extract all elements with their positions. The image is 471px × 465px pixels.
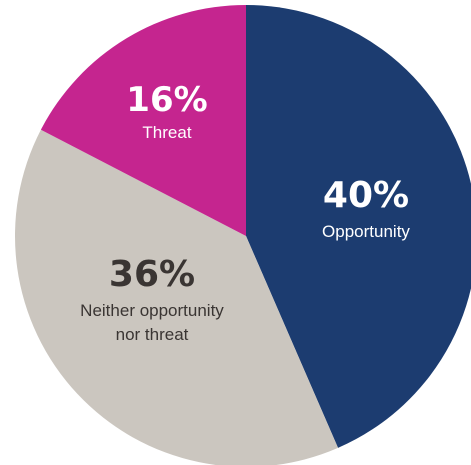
slice-category-label: Opportunity [322, 222, 410, 241]
slice-percent-label: 40% [323, 175, 409, 216]
pie-slices [15, 5, 471, 465]
slice-category-label: Neither opportunity [80, 301, 224, 320]
pie-labels: 40% Opportunity 36% Neither opportunity nor … [80, 80, 410, 344]
pie-slice-neither-opportunity-nor-threat [15, 129, 339, 465]
pie-slice-threat [40, 5, 246, 236]
slice-percent-label: 36% [109, 254, 195, 295]
slice-category-label: nor threat [116, 325, 189, 344]
slice-percent-label: 16% [126, 80, 207, 120]
pie-slice-opportunity [246, 5, 471, 448]
slice-category-label: Threat [142, 123, 191, 142]
